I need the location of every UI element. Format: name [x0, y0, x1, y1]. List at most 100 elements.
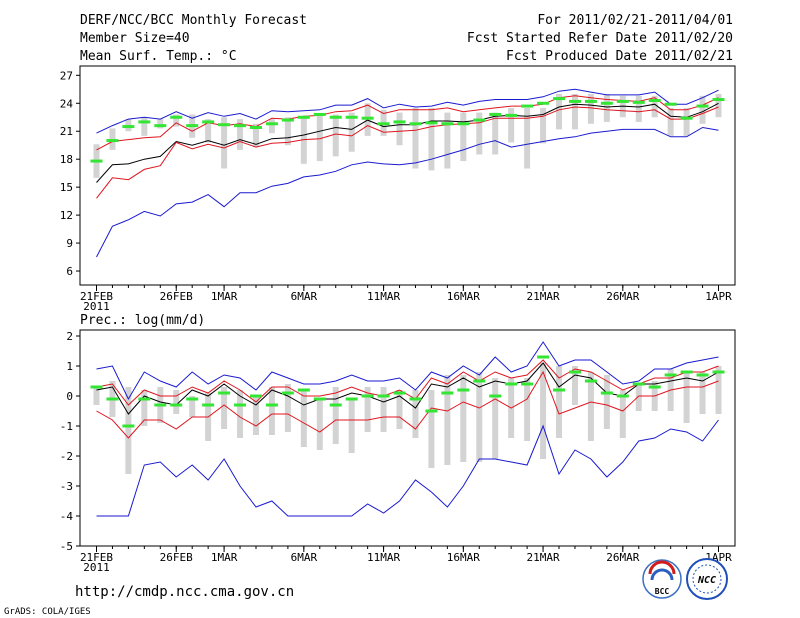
range-bar [205, 119, 212, 143]
series-line-mean [96, 102, 719, 183]
range-bar [300, 390, 307, 447]
observed-marker [616, 99, 629, 103]
range-bar [428, 390, 435, 468]
observed-marker [170, 403, 183, 407]
range-bar [524, 378, 531, 441]
y-tick-label: 21 [60, 125, 73, 138]
range-bar [524, 107, 531, 169]
footer-credit: GrADS: COLA/IGES [4, 607, 91, 617]
y-tick-label: 24 [60, 97, 74, 110]
range-bar [587, 372, 594, 441]
range-bar [332, 114, 339, 157]
range-bar [316, 399, 323, 450]
x-tick-label: 26FEB [160, 551, 193, 564]
range-bar [284, 117, 291, 146]
range-bar [444, 112, 451, 169]
observed-marker [521, 382, 534, 386]
observed-marker [393, 391, 406, 395]
range-bar [173, 390, 180, 414]
series-line-max [96, 88, 719, 134]
x-tick-label: 1MAR [211, 551, 238, 564]
header-title: DERF/NCC/BCC Monthly Forecast [80, 13, 307, 28]
observed-marker [249, 394, 262, 398]
y-tick-label: 27 [60, 69, 73, 82]
ncc-logo: NCC [686, 558, 728, 600]
range-bar [237, 119, 244, 150]
observed-marker [680, 370, 693, 374]
observed-marker [537, 355, 550, 359]
observed-marker [648, 98, 661, 102]
x-tick-label: 1APR [705, 290, 732, 303]
observed-marker [313, 112, 326, 116]
observed-marker [345, 397, 358, 401]
observed-marker [186, 397, 199, 401]
x-tick-label: 11MAR [367, 290, 400, 303]
observed-marker [393, 120, 406, 124]
x-tick-label: 21MAR [527, 551, 560, 564]
range-bar [508, 107, 515, 143]
observed-marker [425, 409, 438, 413]
y-tick-label: -5 [60, 540, 73, 553]
y-tick-label: -2 [60, 450, 73, 463]
range-bar [699, 95, 706, 124]
range-bar [556, 93, 563, 130]
range-bar [603, 375, 610, 429]
footer-url: http://cmdp.ncc.cma.gov.cn [75, 584, 294, 600]
observed-marker [265, 122, 278, 126]
x-tick-label: 16MAR [447, 551, 480, 564]
x-tick-label: 21FEB [80, 551, 113, 564]
series-line-max [96, 341, 719, 401]
x-tick-label: 21FEB [80, 290, 113, 303]
range-bar [587, 93, 594, 124]
range-bar [492, 378, 499, 459]
observed-marker [249, 126, 262, 130]
observed-marker [234, 124, 247, 128]
observed-marker [297, 388, 310, 392]
x-tick-label: 26MAR [606, 290, 639, 303]
bcc-logo-ring [642, 559, 682, 599]
range-bar [428, 107, 435, 171]
observed-marker [457, 122, 470, 126]
range-bar [268, 119, 275, 134]
observed-marker [202, 120, 215, 124]
bcc-logo-text: BCC [655, 587, 670, 596]
observed-marker [409, 122, 422, 126]
series-line-p75 [96, 95, 719, 151]
y-tick-label: 12 [60, 209, 73, 222]
observed-marker [521, 104, 534, 108]
precip-panel-title: Prec.: log(mm/d) [80, 313, 205, 328]
observed-marker [90, 159, 103, 163]
observed-marker [297, 115, 310, 119]
range-bar [157, 119, 164, 129]
x-tick-label: 11MAR [367, 551, 400, 564]
x-tick-label: 16MAR [447, 290, 480, 303]
observed-marker [696, 373, 709, 377]
observed-marker [537, 101, 550, 105]
range-bar [683, 107, 690, 136]
range-bar [141, 117, 148, 136]
ncc-logo-text: NCC [697, 575, 716, 586]
observed-marker [170, 115, 183, 119]
x-tick-label: 6MAR [291, 290, 318, 303]
range-bar [540, 107, 547, 144]
bcc-logo: BCC [642, 559, 682, 599]
range-bar [221, 387, 228, 429]
range-bar [476, 112, 483, 155]
range-bar [93, 387, 100, 405]
range-bar [635, 95, 642, 122]
observed-marker [473, 379, 486, 383]
observed-marker [361, 394, 374, 398]
observed-marker [553, 388, 566, 392]
observed-marker [138, 397, 151, 401]
observed-marker [600, 101, 613, 105]
bcc-logo-arc-red [648, 560, 676, 575]
range-bar [125, 387, 132, 474]
x-tick-year: 2011 [83, 300, 110, 313]
observed-marker [648, 385, 661, 389]
range-bar [348, 112, 355, 152]
observed-marker [505, 113, 518, 117]
x-tick-year: 2011 [83, 561, 110, 574]
observed-marker [489, 112, 502, 116]
